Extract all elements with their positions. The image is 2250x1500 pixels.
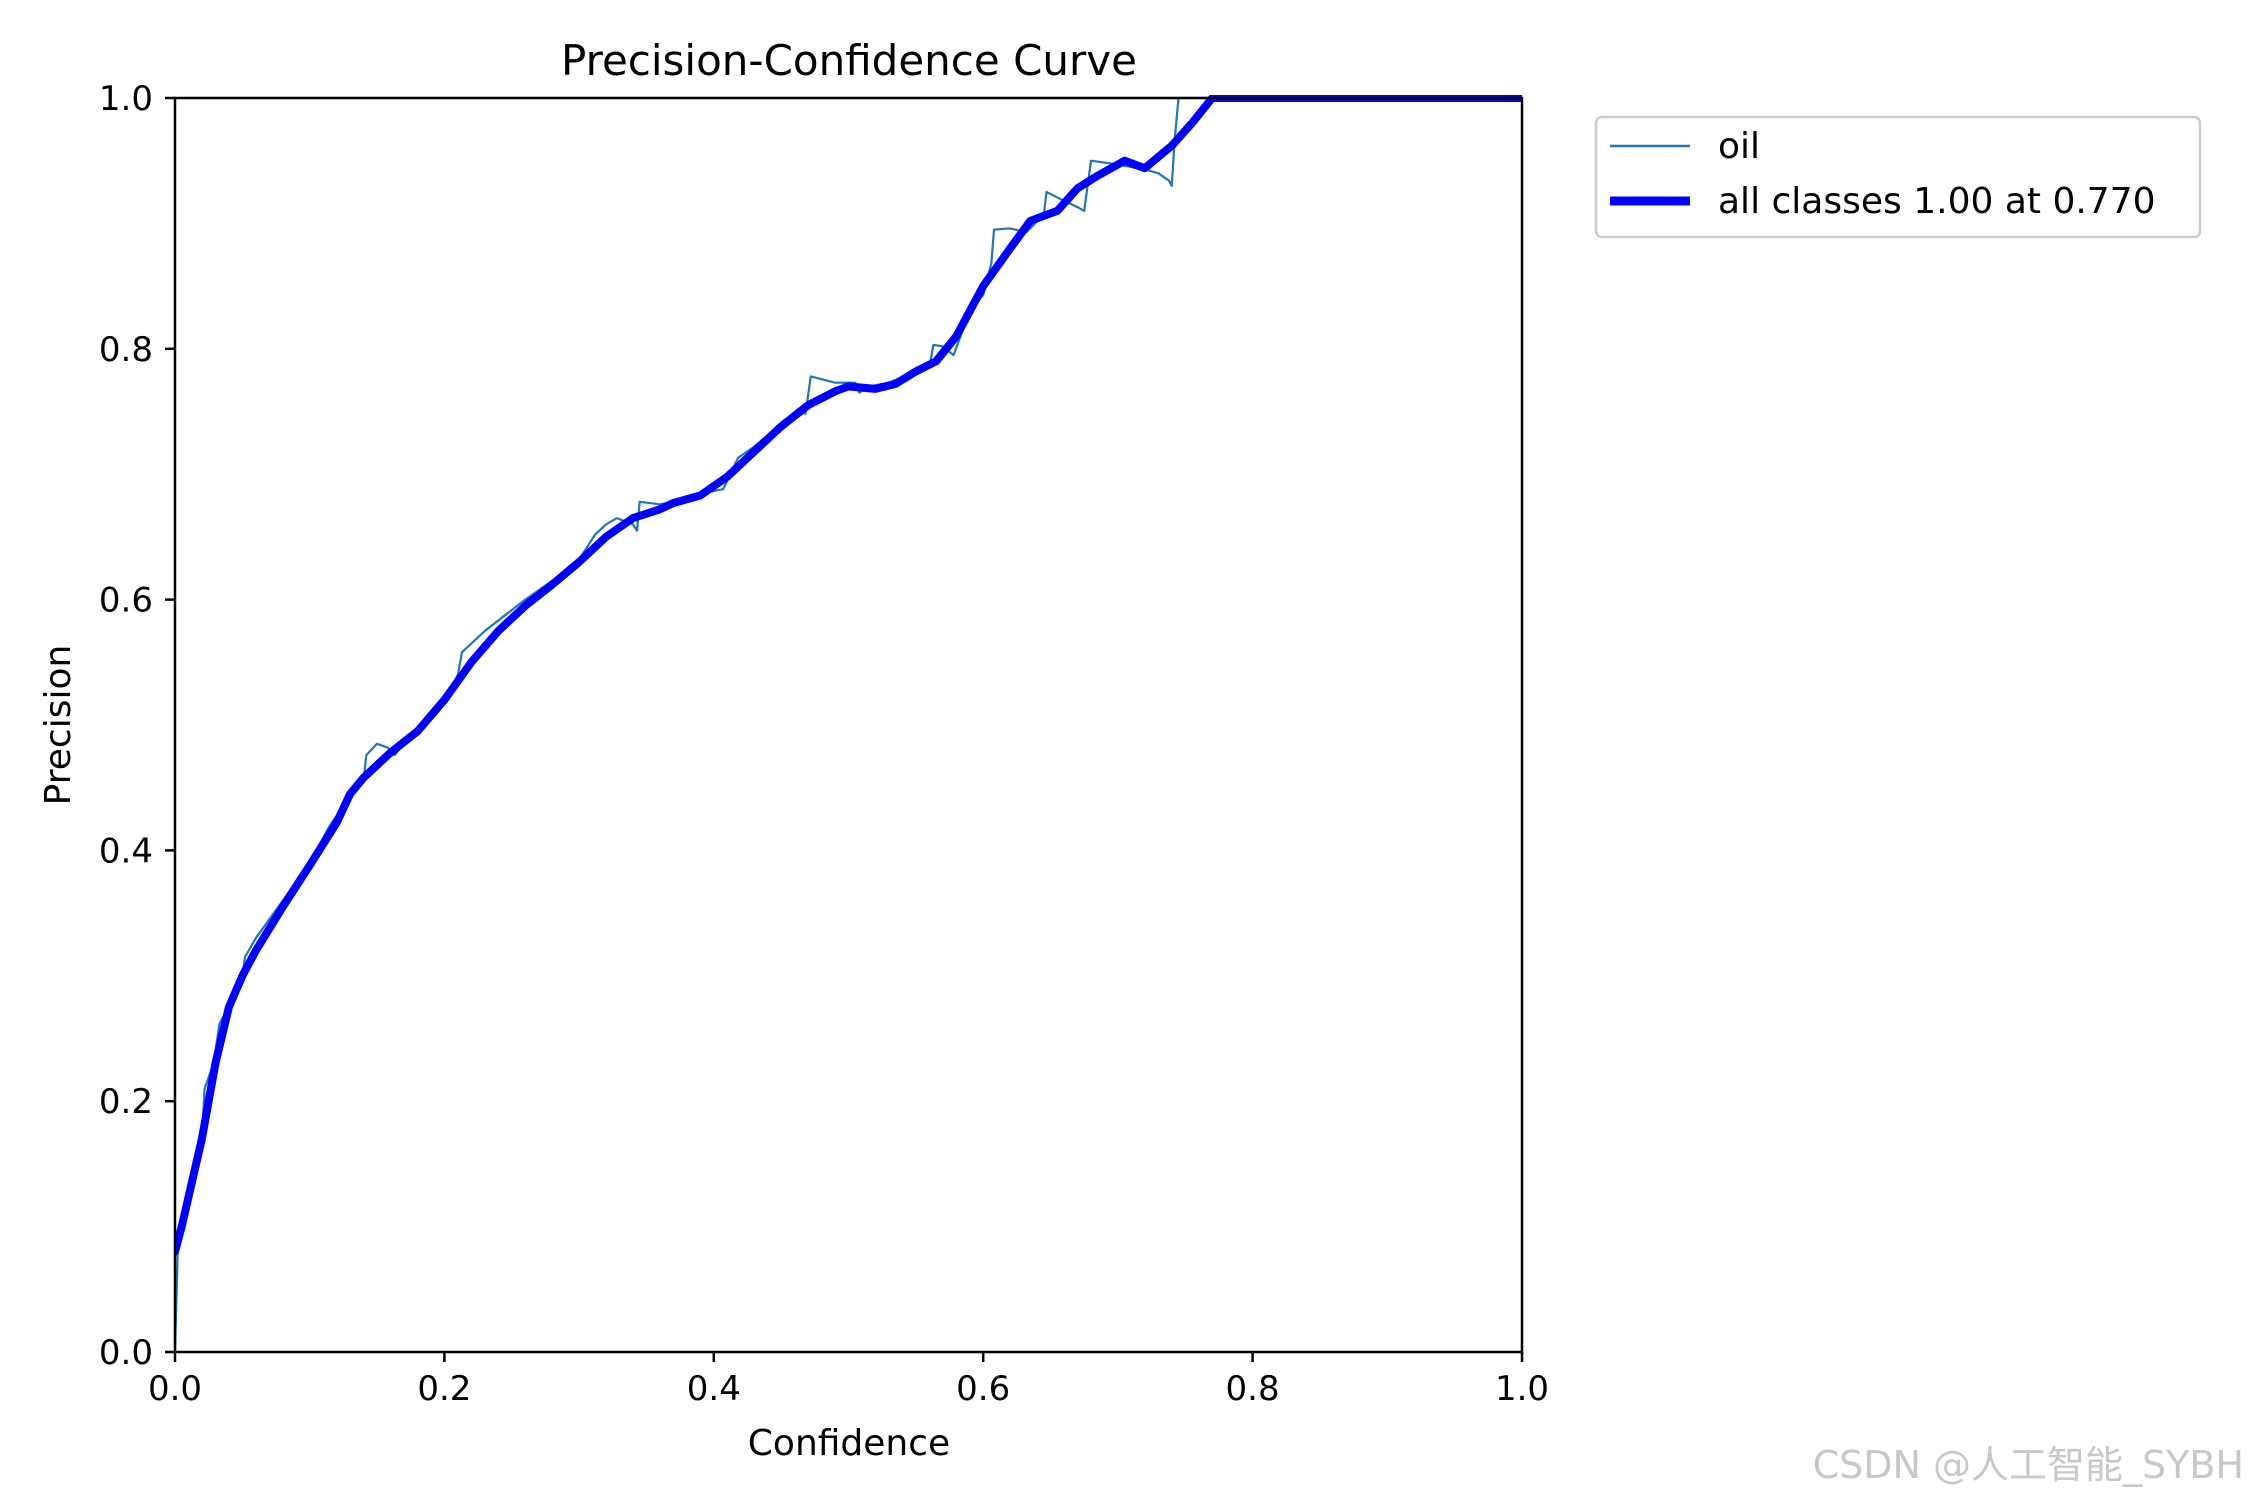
y-tick-label: 0.8 [99, 330, 153, 370]
x-axis-ticks: 0.0 0.2 0.4 0.6 0.8 1.0 [148, 1352, 1549, 1409]
legend-label-oil: oil [1718, 126, 1760, 167]
plot-frame [173, 96, 1524, 1354]
y-tick-label: 0.0 [99, 1333, 153, 1373]
chart-title: Precision-Confidence Curve [561, 36, 1137, 85]
x-tick-label: 0.2 [417, 1369, 471, 1409]
x-tick-label: 0.6 [956, 1369, 1010, 1409]
y-tick-label: 0.2 [99, 1082, 153, 1122]
legend-label-all-classes: all classes 1.00 at 0.770 [1718, 181, 2156, 222]
series-layer [175, 95, 1522, 1353]
x-tick-label: 0.8 [1226, 1369, 1280, 1409]
plot-area [173, 95, 1524, 1354]
x-axis-label: Confidence [748, 1423, 950, 1464]
series-line-all-classes [175, 95, 1522, 1256]
y-tick-label: 0.4 [99, 831, 153, 871]
watermark: CSDN @人工智能_SYBH [1813, 1443, 2244, 1487]
y-tick-label: 1.0 [99, 79, 153, 119]
y-axis-label: Precision [38, 645, 79, 806]
y-axis-ticks: 0.0 0.2 0.4 0.6 0.8 1.0 [99, 79, 175, 1373]
x-tick-label: 1.0 [1495, 1369, 1549, 1409]
legend: oil all classes 1.00 at 0.770 [1594, 115, 2202, 239]
legend-box [1594, 115, 2202, 239]
y-tick-label: 0.6 [99, 581, 153, 621]
x-tick-label: 0.4 [687, 1369, 741, 1409]
x-tick-label: 0.0 [148, 1369, 202, 1409]
